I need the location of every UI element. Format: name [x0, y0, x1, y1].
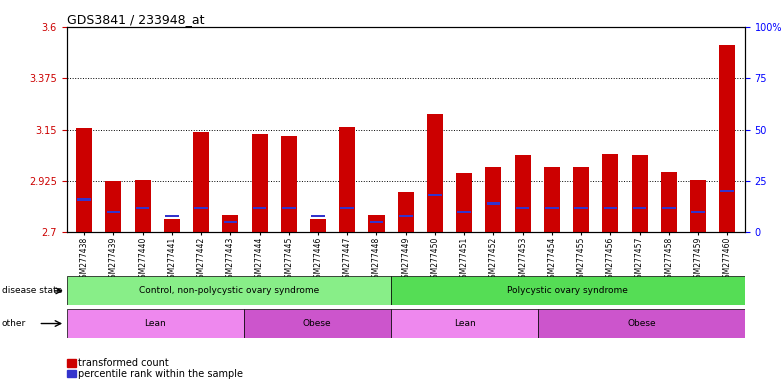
Text: Polycystic ovary syndrome: Polycystic ovary syndrome: [507, 286, 628, 295]
Bar: [485, 167, 502, 232]
Bar: [487, 202, 500, 205]
Bar: [428, 194, 441, 197]
Bar: [194, 207, 208, 209]
Bar: [397, 192, 414, 232]
Text: other: other: [2, 319, 26, 328]
Bar: [539, 309, 745, 338]
Bar: [136, 207, 150, 209]
Bar: [719, 45, 735, 232]
Text: disease state: disease state: [2, 286, 62, 295]
Text: GDS3841 / 233948_at: GDS3841 / 233948_at: [67, 13, 204, 26]
Bar: [107, 211, 120, 213]
Bar: [165, 215, 179, 217]
Bar: [691, 211, 705, 213]
Bar: [105, 181, 122, 232]
Bar: [67, 309, 244, 338]
Bar: [573, 167, 589, 232]
Bar: [252, 207, 267, 209]
Text: Control, non-polycystic ovary syndrome: Control, non-polycystic ovary syndrome: [139, 286, 319, 295]
Text: Lean: Lean: [454, 319, 476, 328]
Bar: [67, 276, 391, 305]
Bar: [574, 207, 588, 209]
Bar: [252, 134, 267, 232]
Bar: [223, 215, 238, 232]
Text: percentile rank within the sample: percentile rank within the sample: [78, 369, 243, 379]
Bar: [193, 132, 209, 232]
Bar: [78, 198, 91, 200]
Bar: [602, 154, 619, 232]
Bar: [632, 155, 648, 232]
Bar: [368, 215, 384, 232]
Bar: [633, 207, 646, 209]
Bar: [135, 180, 151, 232]
Bar: [662, 207, 676, 209]
Bar: [244, 309, 391, 338]
Bar: [516, 207, 529, 209]
Text: Obese: Obese: [627, 319, 656, 328]
Text: Lean: Lean: [144, 319, 166, 328]
Bar: [427, 114, 443, 232]
Bar: [311, 215, 325, 217]
Bar: [391, 276, 745, 305]
Bar: [661, 172, 677, 232]
Bar: [545, 207, 559, 209]
Bar: [399, 215, 412, 217]
Bar: [544, 167, 560, 232]
Bar: [690, 180, 706, 232]
Bar: [720, 190, 734, 192]
Bar: [604, 207, 617, 209]
Bar: [282, 207, 296, 209]
Bar: [456, 173, 472, 232]
Text: Obese: Obese: [303, 319, 332, 328]
Bar: [76, 129, 93, 232]
Bar: [370, 221, 383, 223]
Bar: [223, 221, 238, 223]
Bar: [310, 218, 326, 232]
Bar: [340, 207, 354, 209]
Bar: [457, 211, 471, 213]
Bar: [514, 155, 531, 232]
Text: transformed count: transformed count: [78, 358, 169, 368]
Bar: [339, 127, 355, 232]
Bar: [391, 309, 539, 338]
Bar: [164, 218, 180, 232]
Bar: [281, 136, 297, 232]
